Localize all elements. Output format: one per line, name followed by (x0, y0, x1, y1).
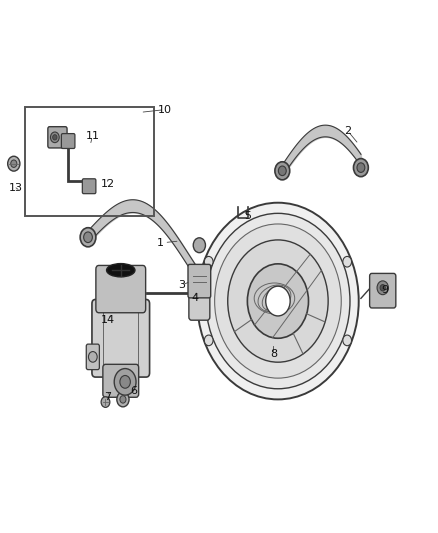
Circle shape (357, 163, 365, 172)
Circle shape (53, 135, 57, 140)
Circle shape (88, 352, 97, 362)
FancyBboxPatch shape (82, 179, 96, 193)
Circle shape (205, 256, 213, 267)
Circle shape (80, 228, 96, 247)
Ellipse shape (106, 264, 135, 277)
Circle shape (380, 285, 385, 291)
Circle shape (266, 286, 290, 316)
FancyBboxPatch shape (86, 344, 99, 369)
Circle shape (84, 232, 92, 243)
Circle shape (275, 162, 290, 180)
FancyBboxPatch shape (48, 127, 67, 148)
FancyBboxPatch shape (189, 266, 210, 320)
Circle shape (8, 156, 20, 171)
Circle shape (353, 159, 368, 176)
FancyBboxPatch shape (92, 300, 150, 377)
Circle shape (343, 256, 352, 267)
Text: 9: 9 (381, 286, 389, 295)
Circle shape (343, 335, 352, 346)
Text: 8: 8 (270, 349, 277, 359)
Text: 3: 3 (178, 280, 185, 290)
Circle shape (11, 160, 17, 167)
Circle shape (120, 395, 126, 403)
Circle shape (197, 203, 359, 399)
Circle shape (205, 335, 213, 346)
Text: 6: 6 (131, 386, 138, 397)
Circle shape (228, 240, 328, 362)
Circle shape (279, 166, 286, 175)
Text: 5: 5 (244, 211, 251, 221)
Text: 14: 14 (101, 314, 115, 325)
FancyBboxPatch shape (103, 365, 139, 397)
Circle shape (215, 224, 341, 378)
Bar (25, 107, 153, 216)
Circle shape (206, 213, 350, 389)
Text: 13: 13 (9, 183, 23, 193)
Circle shape (120, 375, 131, 388)
FancyBboxPatch shape (61, 134, 75, 149)
Circle shape (193, 238, 205, 253)
Text: 7: 7 (104, 392, 111, 402)
Circle shape (117, 392, 129, 407)
Text: 1: 1 (156, 238, 163, 247)
Text: 4: 4 (191, 293, 198, 303)
Text: 10: 10 (157, 104, 171, 115)
Circle shape (377, 281, 389, 295)
FancyBboxPatch shape (96, 265, 146, 313)
Circle shape (114, 368, 136, 395)
FancyBboxPatch shape (370, 273, 396, 308)
Text: 12: 12 (101, 179, 115, 189)
Circle shape (101, 397, 110, 407)
Circle shape (50, 132, 59, 143)
Circle shape (247, 264, 308, 338)
Text: 2: 2 (344, 126, 351, 136)
FancyBboxPatch shape (188, 264, 211, 298)
Text: 11: 11 (85, 131, 99, 141)
